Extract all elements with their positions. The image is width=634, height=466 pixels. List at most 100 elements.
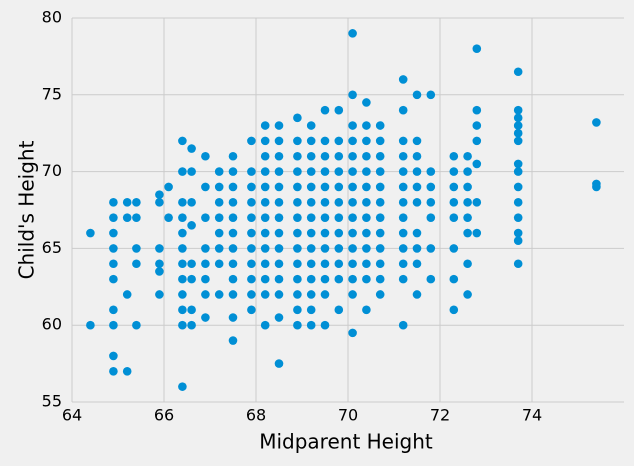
point (375, 244, 385, 253)
point (426, 213, 436, 222)
point (260, 320, 270, 330)
point (348, 328, 357, 338)
point (274, 359, 284, 368)
point (513, 213, 523, 222)
point (228, 167, 238, 176)
point (398, 136, 408, 146)
point (164, 213, 173, 222)
point (334, 228, 344, 238)
point (334, 182, 344, 192)
point (260, 198, 270, 207)
point (513, 167, 523, 176)
y-axis-label: Child's Height (15, 140, 39, 279)
point (132, 259, 141, 269)
point (463, 182, 472, 192)
point (178, 259, 187, 269)
point (247, 182, 256, 192)
point (472, 105, 482, 115)
point (228, 228, 238, 238)
point (187, 305, 196, 315)
point (155, 198, 164, 207)
point (247, 274, 256, 284)
point (274, 313, 284, 322)
point (109, 259, 118, 269)
point (398, 259, 408, 269)
point (348, 167, 357, 176)
point (178, 213, 187, 222)
point (201, 151, 210, 161)
point (214, 244, 224, 253)
point (201, 259, 210, 269)
point (375, 198, 385, 207)
point (398, 198, 408, 207)
point (320, 167, 330, 176)
point (472, 228, 482, 238)
point (334, 274, 344, 284)
point (109, 305, 118, 315)
y-tick-label: 65 (42, 238, 62, 257)
point (320, 259, 330, 269)
point (187, 144, 196, 153)
point (247, 290, 256, 299)
point (412, 90, 422, 100)
point (293, 182, 302, 192)
point (201, 313, 210, 322)
point (463, 151, 472, 161)
point (214, 213, 224, 222)
point (274, 213, 284, 222)
point (201, 274, 210, 284)
point (293, 136, 302, 146)
point (513, 259, 523, 269)
point (334, 305, 344, 315)
point (398, 105, 408, 115)
point (178, 244, 187, 253)
y-tick-label: 80 (42, 8, 62, 27)
point (187, 221, 196, 230)
point (293, 274, 302, 284)
point (201, 182, 210, 192)
point (513, 236, 523, 246)
point (412, 259, 422, 269)
point (334, 151, 344, 161)
y-tick-label: 70 (42, 161, 62, 180)
point (375, 151, 385, 161)
point (178, 167, 187, 176)
point (214, 228, 224, 238)
point (274, 274, 284, 284)
point (155, 259, 164, 269)
point (306, 244, 316, 253)
point (293, 305, 302, 315)
point (260, 167, 270, 176)
point (320, 105, 330, 115)
point (109, 198, 118, 207)
point (426, 244, 436, 253)
point (214, 182, 224, 192)
point (260, 213, 270, 222)
point (362, 151, 371, 161)
point (362, 198, 371, 207)
point (426, 167, 436, 176)
point (228, 151, 238, 161)
point (247, 228, 256, 238)
point (214, 167, 224, 176)
point (247, 305, 256, 315)
point (348, 182, 357, 192)
point (463, 259, 472, 269)
point (214, 259, 224, 269)
point (463, 167, 472, 176)
point (293, 320, 302, 330)
point (320, 182, 330, 192)
point (362, 98, 371, 107)
point (362, 274, 371, 284)
x-tick-label: 70 (338, 406, 358, 425)
x-tick-label: 74 (522, 406, 542, 425)
point (293, 167, 302, 176)
point (320, 320, 330, 330)
point (214, 290, 224, 299)
point (293, 290, 302, 299)
point (449, 167, 459, 176)
point (348, 213, 357, 222)
point (274, 198, 284, 207)
point (362, 259, 371, 269)
point (155, 190, 164, 199)
